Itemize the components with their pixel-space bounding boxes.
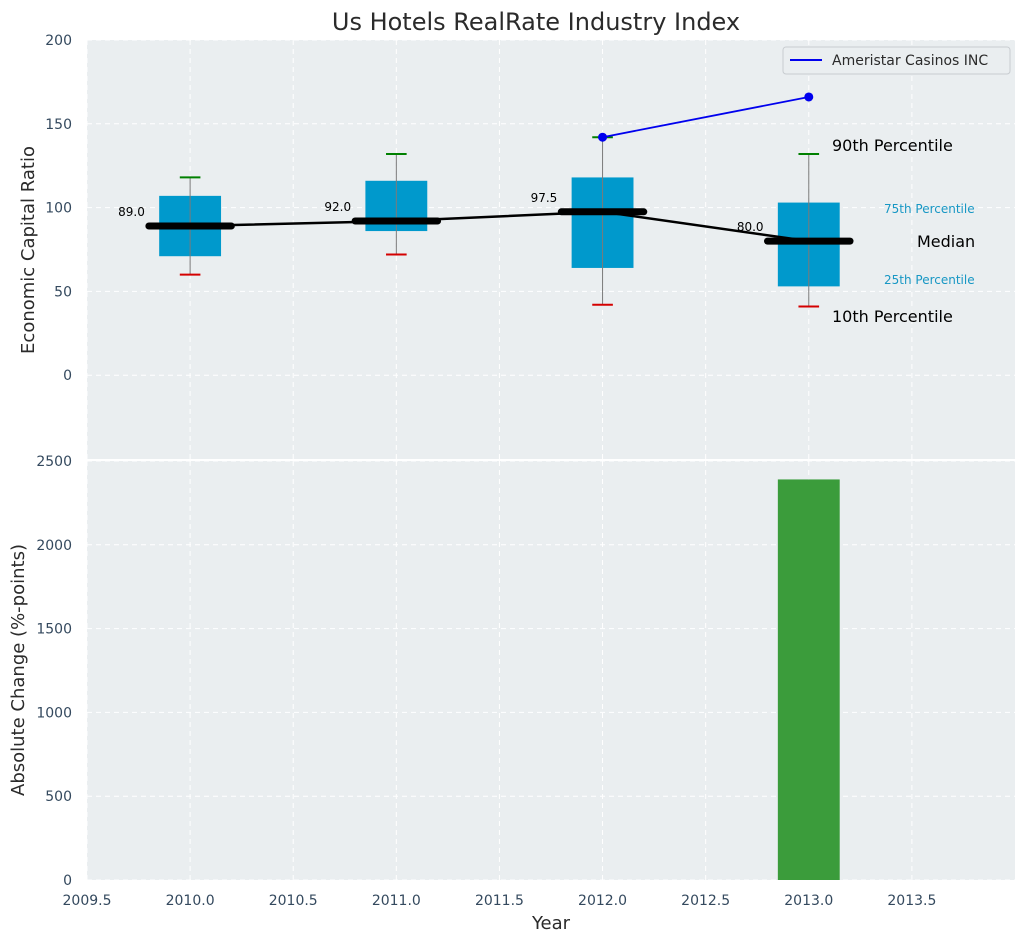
x-tick-label: 2013.0 xyxy=(784,893,833,909)
median-trend-line xyxy=(190,210,809,243)
bottom-y-axis-label: Absolute Change (%-points) xyxy=(8,544,29,796)
company-line xyxy=(602,96,809,139)
median-value-label: 89.0 xyxy=(118,205,145,219)
bar xyxy=(777,479,840,880)
bottom-y-tick-label: 2500 xyxy=(36,454,72,470)
top-y-tick-label: 100 xyxy=(45,201,72,217)
top-plot-area xyxy=(87,40,1015,459)
guide-25th-percentile: 25th Percentile xyxy=(884,273,975,287)
top-y-tick-label: 50 xyxy=(54,284,72,300)
guide-median: Median xyxy=(917,232,975,251)
percentile-guides: 90th Percentile 75th Percentile Median 2… xyxy=(832,136,975,326)
bottom-y-tick-label: 0 xyxy=(63,873,72,889)
x-tick-label: 2012.0 xyxy=(578,893,627,909)
x-tick-label: 2011.5 xyxy=(475,893,524,909)
chart-title: Us Hotels RealRate Industry Index xyxy=(332,8,740,36)
bottom-y-tick-label: 1000 xyxy=(36,705,72,721)
x-tick-label: 2012.5 xyxy=(681,893,730,909)
guide-90th-percentile: 90th Percentile xyxy=(832,136,953,155)
legend: Ameristar Casinos INC xyxy=(782,46,1011,75)
top-y-tick-label: 200 xyxy=(45,33,72,49)
median-value-label: 92.0 xyxy=(324,200,351,214)
company-series xyxy=(598,92,814,142)
bottom-y-tick-label: 1500 xyxy=(36,622,72,638)
x-tick-label: 2009.5 xyxy=(63,893,112,909)
x-ticks: 2009.5 2010.0 2010.5 2011.0 2011.5 2012.0 2012… xyxy=(63,893,937,909)
guide-75th-percentile: 75th Percentile xyxy=(884,202,975,216)
top-y-tick-label: 150 xyxy=(45,117,72,133)
x-tick-label: 2011.0 xyxy=(372,893,421,909)
company-point xyxy=(598,132,608,142)
guide-10th-percentile: 10th Percentile xyxy=(832,307,953,326)
top-y-axis-label: Economic Capital Ratio xyxy=(18,146,39,354)
top-y-tick-label: 0 xyxy=(63,368,72,384)
median-trend: 89.0 92.0 97.5 80.0 xyxy=(118,191,854,245)
bottom-y-tick-label: 500 xyxy=(45,789,72,805)
x-axis-label: Year xyxy=(531,913,571,934)
bottom-plot-area xyxy=(87,461,1015,880)
x-tick-label: 2013.5 xyxy=(887,893,936,909)
bottom-y-ticks: 0 500 1000 1500 2000 2500 xyxy=(36,454,72,889)
top-y-ticks: 0 50 100 150 200 xyxy=(45,33,72,384)
x-tick-label: 2010.5 xyxy=(269,893,318,909)
bottom-y-tick-label: 2000 xyxy=(36,538,72,554)
x-tick-label: 2010.0 xyxy=(166,893,215,909)
median-value-label: 80.0 xyxy=(737,220,764,234)
median-value-label: 97.5 xyxy=(531,191,558,205)
bars xyxy=(777,479,840,880)
legend-label: Ameristar Casinos INC xyxy=(832,53,988,69)
company-point xyxy=(804,92,814,102)
